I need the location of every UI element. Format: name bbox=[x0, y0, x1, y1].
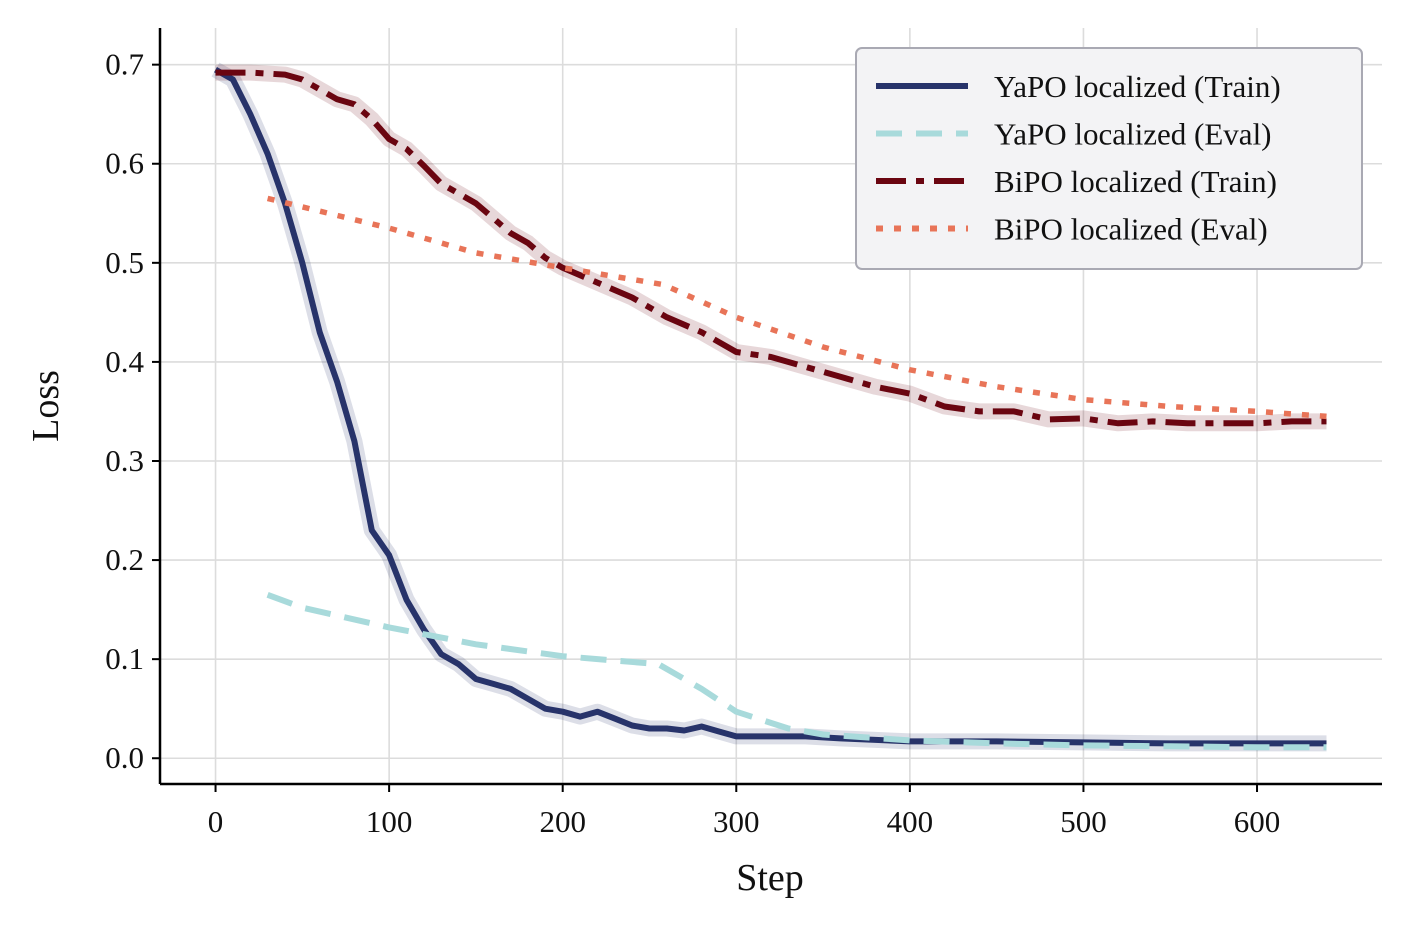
x-tick-label: 600 bbox=[1234, 804, 1281, 839]
series-lines bbox=[214, 66, 1327, 751]
axes: 0 100 200 300 400 500 600 0.0 0.1 0.2 0.3 0.4 0.5 0.6… bbox=[105, 28, 1382, 839]
y-tick-label: 0.4 bbox=[105, 344, 144, 379]
legend: YaPO localized (Train) YaPO localized (Ev… bbox=[855, 47, 1363, 270]
legend-label-1: YaPO localized (Eval) bbox=[994, 117, 1272, 152]
series-line-1 bbox=[266, 591, 1327, 751]
y-tick-label: 0.5 bbox=[105, 245, 144, 280]
y-tick-label: 0.3 bbox=[105, 443, 144, 478]
series-line-2 bbox=[215, 69, 1327, 427]
x-tick-label: 0 bbox=[208, 804, 224, 839]
y-tick-label: 0.2 bbox=[105, 542, 144, 577]
legend-label-2: BiPO localized (Train) bbox=[994, 164, 1277, 199]
x-tick-label: 100 bbox=[366, 804, 413, 839]
legend-label-3: BiPO localized (Eval) bbox=[994, 212, 1268, 247]
series-line-3 bbox=[266, 195, 1327, 420]
x-tick-label: 500 bbox=[1060, 804, 1107, 839]
x-tick-label: 200 bbox=[539, 804, 586, 839]
y-tick-label: 0.7 bbox=[105, 47, 144, 82]
x-tick-label: 400 bbox=[887, 804, 934, 839]
legend-box bbox=[855, 47, 1363, 270]
y-axis-label: Loss bbox=[25, 370, 67, 442]
legend-label-0: YaPO localized (Train) bbox=[994, 69, 1281, 104]
x-tick-label: 300 bbox=[713, 804, 760, 839]
y-tick-label: 0.6 bbox=[105, 146, 144, 181]
x-axis-label: Step bbox=[736, 857, 804, 899]
y-tick-label: 0.0 bbox=[105, 740, 144, 775]
y-tick-label: 0.1 bbox=[105, 641, 144, 676]
